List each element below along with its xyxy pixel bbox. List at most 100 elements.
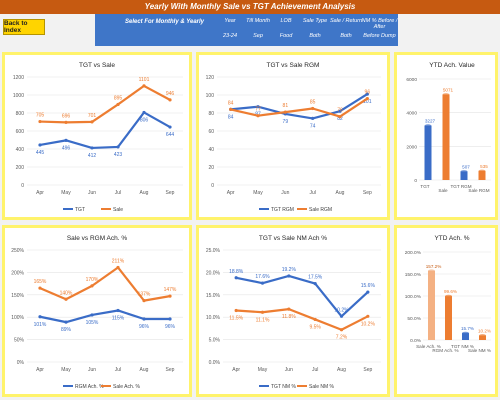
data-point xyxy=(90,284,94,288)
filter-sale-type-value[interactable]: Both xyxy=(309,33,321,39)
y-tick-label: 15.0% xyxy=(206,293,221,299)
filter-nm-value[interactable]: Before Dump xyxy=(363,33,396,39)
bar-cap xyxy=(424,124,432,128)
data-label: 496 xyxy=(62,145,71,151)
y-tick-label: 250% xyxy=(11,248,24,254)
legend-label: TGT xyxy=(75,207,85,213)
data-label: 445 xyxy=(36,150,45,156)
back-to-index-button[interactable]: Back to Index xyxy=(3,19,45,35)
chart-tgt-vs-sale-rgm: TGT vs Sale RGM 0 20 40 60 80 100 120 Apr May Jun J… xyxy=(206,62,381,213)
data-point xyxy=(365,92,369,96)
filter-year-value[interactable]: 23-24 xyxy=(222,33,238,39)
y-tick-label: 10.0% xyxy=(206,315,221,321)
chart-title: YTD Ach. % xyxy=(434,235,469,242)
chart-title: Sale vs RGM Ach. % xyxy=(67,235,128,242)
x-tick-label: Apr xyxy=(227,190,235,196)
data-point xyxy=(116,145,120,149)
data-label: 76 xyxy=(337,108,343,114)
y-tick-label: 25.0% xyxy=(206,248,221,254)
data-label: 165% xyxy=(34,279,47,285)
data-label: 85 xyxy=(310,100,316,106)
data-point xyxy=(311,116,315,120)
data-label: 17.6% xyxy=(255,274,270,280)
y-tick-label: 400 xyxy=(16,147,25,153)
data-point xyxy=(64,138,68,142)
data-label: 895 xyxy=(114,95,123,101)
data-point xyxy=(260,281,265,285)
data-label: 11.5% xyxy=(229,315,243,321)
data-point xyxy=(64,320,68,324)
data-point xyxy=(339,328,344,332)
x-tick-label: May xyxy=(61,367,71,373)
data-label: 96% xyxy=(139,324,150,330)
series-line-1 xyxy=(39,266,171,302)
data-point xyxy=(234,308,238,313)
x-tick-label: Jun xyxy=(88,367,96,373)
data-point xyxy=(234,276,238,280)
chart-tgt-vs-sale-nm: TGT vs Sale NM Ach % 0.0% 5.0% 10.0% 15.0% 20… xyxy=(206,235,381,390)
data-label: 101% xyxy=(34,322,47,328)
x-tick-label: Aug xyxy=(140,190,149,196)
data-label: 696 xyxy=(62,113,71,119)
filter-month-value[interactable]: Sep xyxy=(253,33,263,39)
x-tick-label: Jul xyxy=(309,190,315,196)
data-label: 99.6% xyxy=(444,289,457,294)
data-label: 170% xyxy=(86,277,99,283)
x-tick-label: Sale xyxy=(438,188,448,193)
y-tick-label: 4000 xyxy=(406,111,417,117)
bar-cap xyxy=(460,170,468,173)
data-point xyxy=(38,315,42,319)
filter-sale-return-header: Sale / Return xyxy=(329,18,363,24)
data-point xyxy=(168,125,172,129)
y-tick-label: 20.0% xyxy=(206,270,221,276)
data-label: 10.2% xyxy=(361,321,376,327)
data-point xyxy=(116,265,120,270)
y-tick-label: 1000 xyxy=(13,93,24,99)
x-tick-label: Aug xyxy=(336,190,345,196)
data-label: 701 xyxy=(88,113,97,119)
bar xyxy=(428,270,435,340)
series-line-1 xyxy=(236,308,369,331)
series-line-0 xyxy=(39,309,170,324)
data-label: 644 xyxy=(166,132,175,138)
x-tick-label: Jun xyxy=(281,190,289,196)
y-tick-label: 20 xyxy=(208,165,214,171)
chart-panel-sale-vs-rgm-ach: Sale vs RGM Ach. % 0% 50% 100% 150% 200% 250% A… xyxy=(2,225,192,397)
chart-tgt-vs-sale: TGT vs Sale 0 200 400 600 800 1000 1200 Apr May Ju… xyxy=(13,62,183,213)
data-point xyxy=(38,143,42,147)
y-tick-label: 100 xyxy=(206,93,215,99)
x-tick-label: Jul xyxy=(115,367,121,373)
filter-sale-return-value[interactable]: Both xyxy=(340,33,352,39)
bar-cap xyxy=(478,169,486,173)
y-tick-label: 6000 xyxy=(406,77,417,83)
y-tick-label: 0% xyxy=(17,360,25,366)
data-point xyxy=(142,84,146,88)
filter-sale-type-header: Sale Type xyxy=(302,18,328,24)
data-label: 3227 xyxy=(425,119,436,124)
filter-year-header: Year xyxy=(224,18,236,24)
legend-label: Sale NM % xyxy=(309,384,335,390)
bar-cap xyxy=(479,334,486,337)
y-tick-label: 5.0% xyxy=(209,338,221,344)
data-point xyxy=(229,107,233,111)
filter-lob-value[interactable]: Food xyxy=(279,33,293,39)
series-line-1 xyxy=(39,84,171,124)
x-tick-label: Jul xyxy=(115,190,121,196)
data-label: 74 xyxy=(310,123,316,129)
x-tick-label: Apr xyxy=(36,367,44,373)
bar xyxy=(445,296,452,340)
y-tick-label: 100% xyxy=(11,315,24,321)
data-label: 946 xyxy=(166,91,175,97)
data-label: 157.2% xyxy=(426,264,442,269)
data-point xyxy=(283,110,287,114)
data-label: 535 xyxy=(480,164,488,169)
x-tick-label: Sale RGM xyxy=(468,188,489,193)
bar xyxy=(460,171,468,180)
data-point xyxy=(90,146,94,150)
data-point xyxy=(287,307,291,311)
x-tick-label: Apr xyxy=(36,190,44,196)
x-tick-label: TGT xyxy=(420,184,429,189)
chart-panel-tgt-vs-sale: TGT vs Sale 0 200 400 600 800 1000 1200 Apr May Ju… xyxy=(2,52,192,220)
legend-label: Sale RGM xyxy=(309,207,332,213)
data-label: 15.6% xyxy=(361,283,376,289)
